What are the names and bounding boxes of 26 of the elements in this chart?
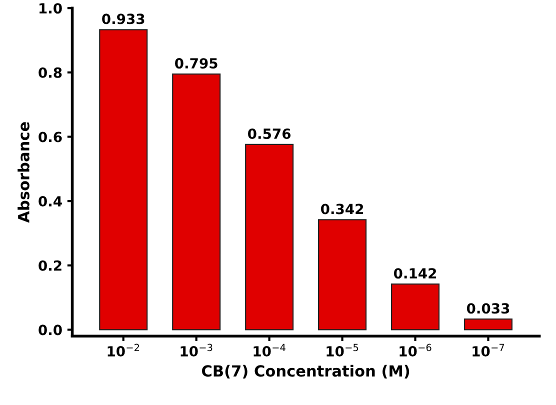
y-tick-label: 0.2: [38, 260, 62, 271]
y-tick-label: 0.0: [38, 324, 62, 336]
bar: [390, 283, 440, 330]
data-label: 0.342: [320, 204, 364, 214]
x-tick-label: 10$^{−5}$: [326, 344, 358, 357]
bar: [318, 219, 367, 330]
data-label: 0.033: [466, 303, 510, 314]
x-tick-label: 10$^{−3}$: [180, 344, 212, 357]
data-label: 0.933: [102, 14, 144, 24]
y-tick-label: 0.4: [38, 196, 62, 207]
data-label: 0.795: [175, 58, 218, 69]
x-axis-title: CB(7) Concentration (M): [202, 364, 410, 378]
bar: [245, 144, 294, 330]
data-label: 0.142: [394, 268, 436, 279]
bar: [172, 73, 221, 330]
x-tick-label: 10$^{−7}$: [472, 344, 504, 357]
y-axis-title: Absorbance: [18, 122, 30, 223]
x-tick-label: 10$^{−4}$: [254, 344, 286, 357]
x-tick-label: 10$^{−6}$: [400, 344, 432, 357]
y-tick-label: 0.6: [38, 132, 62, 142]
data-label: 0.576: [248, 128, 291, 139]
x-tick-label: 10$^{−2}$: [108, 344, 140, 357]
bar: [99, 29, 148, 330]
bar: [464, 318, 513, 330]
y-tick-label: 0.8: [38, 67, 62, 78]
y-tick-label: 1.0: [40, 3, 62, 14]
